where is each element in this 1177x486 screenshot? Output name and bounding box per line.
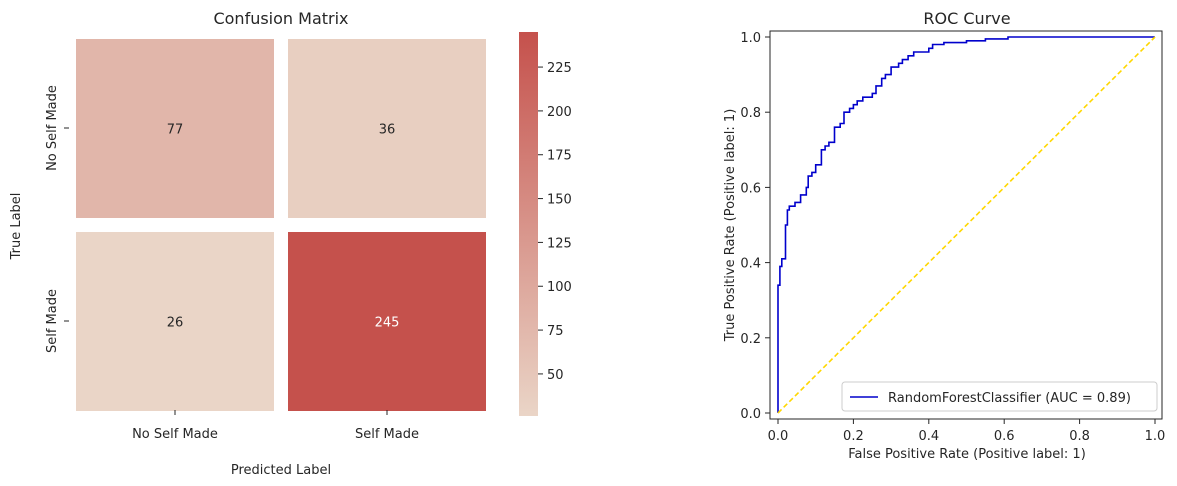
roc-curve-line <box>777 36 1155 413</box>
colorbar-tick-label: 75 <box>547 324 564 339</box>
roc-series <box>777 36 1156 414</box>
cm-cell <box>76 232 274 411</box>
cm-cell-value: 245 <box>375 316 400 331</box>
cm-x-tick-label: No Self Made <box>132 427 218 442</box>
roc-x-axis-label: False Positive Rate (Positive label: 1) <box>848 447 1086 462</box>
colorbar-ticks: 50 75 100 125 150 175 200 225 <box>538 61 572 383</box>
colorbar-tick-label: 150 <box>547 193 572 208</box>
roc-legend-label: RandomForestClassifier (AUC = 0.89) <box>888 391 1131 406</box>
roc-plot-area <box>769 30 1163 420</box>
roc-curve-chart: ROC Curve False Positive Rate (Positive … <box>723 9 1165 462</box>
roc-legend-box <box>841 381 1158 412</box>
roc-x-tick-label: 0.8 <box>1069 429 1090 444</box>
cm-title: Confusion Matrix <box>213 9 348 28</box>
roc-y-tick-label: 0.8 <box>740 106 761 121</box>
roc-y-axis-label: True Positive Rate (Positive label: 1) <box>723 109 738 343</box>
colorbar: 50 75 100 125 150 175 200 225 <box>519 32 572 416</box>
colorbar-tick-label: 200 <box>547 105 572 120</box>
cm-cell <box>76 39 274 218</box>
cm-x-axis-label: Predicted Label <box>231 463 331 478</box>
colorbar-tick-label: 175 <box>547 149 572 164</box>
cm-cell-value: 36 <box>379 123 396 138</box>
cm-y-axis-label: True Label <box>9 193 24 261</box>
colorbar-tick-label: 50 <box>547 368 564 383</box>
roc-y-tick-label: 1.0 <box>740 31 761 46</box>
roc-title: ROC Curve <box>923 9 1010 28</box>
roc-x-tick-label: 1.0 <box>1145 429 1166 444</box>
cm-cell-value: 26 <box>167 316 184 331</box>
roc-y-tick-label: 0.4 <box>740 257 761 272</box>
cm-x-tick-label: Self Made <box>355 427 419 442</box>
confusion-matrix-chart: Confusion Matrix Predicted Label True La… <box>9 9 486 478</box>
roc-x-tick-label: 0.6 <box>994 429 1015 444</box>
cm-y-tick-label: No Self Made <box>45 85 60 171</box>
colorbar-tick-label: 225 <box>547 61 572 76</box>
roc-x-tick-label: 0.4 <box>918 429 939 444</box>
colorbar-gradient <box>519 32 538 416</box>
roc-x-tick-label: 0.2 <box>843 429 864 444</box>
cm-cell-value: 77 <box>167 123 184 138</box>
roc-y-tick-label: 0.0 <box>740 407 761 422</box>
roc-y-tick-label: 0.2 <box>740 332 761 347</box>
roc-legend: RandomForestClassifier (AUC = 0.89) <box>841 381 1158 412</box>
roc-x-tick-label: 0.0 <box>768 429 789 444</box>
roc-y-tick-label: 0.6 <box>740 181 761 196</box>
cm-y-tick-label: Self Made <box>45 289 60 353</box>
chance-diagonal-line <box>777 36 1156 414</box>
colorbar-tick-label: 100 <box>547 280 572 295</box>
colorbar-tick-label: 125 <box>547 236 572 251</box>
cm-cells: 77 36 26 245 <box>76 39 486 411</box>
roc-ticks: 0.0 0.2 0.4 0.6 0.8 1.0 0.0 0.2 0.4 0.6 0.8 1.0 <box>740 31 1165 444</box>
cm-cell <box>288 39 486 218</box>
cm-cell <box>288 232 486 411</box>
